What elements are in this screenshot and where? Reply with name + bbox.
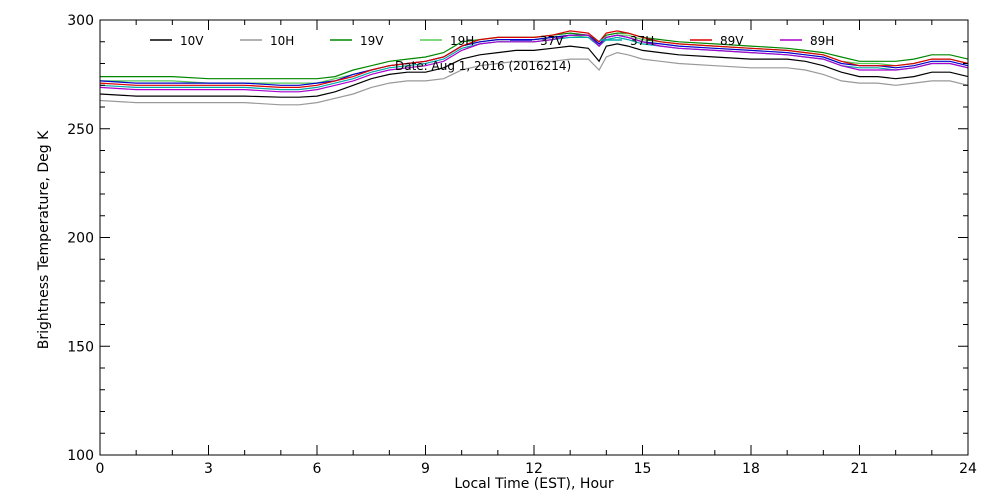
series-line-19v [100,32,969,80]
series-line-89v [99,30,969,89]
legend-label-10v: 10V [180,34,204,48]
legend-label-89h: 89H [810,34,834,48]
y-tick-label: 100 [67,448,94,464]
legend: 10V 10H 19V 19H 37V 37H 89V 89H [150,34,834,48]
tick-labels-layer: 0 3 6 9 12 15 18 21 24 100 150 200 250 300 [67,13,977,477]
y-tick-label: 200 [67,231,94,247]
x-tick-label: 3 [204,461,213,477]
y-tick-label: 150 [67,339,94,355]
x-tick-label: 15 [634,461,652,477]
series-line-89h [99,34,969,93]
y-axis-label: Brightness Temperature, Deg K [36,130,52,349]
legend-label-10h: 10H [270,34,294,48]
legend-label-19v: 19V [360,34,384,48]
legend-label-37v: 37V [540,34,564,48]
y-tick-label: 250 [67,122,94,138]
series-layer [99,30,969,106]
x-tick-label: 0 [96,461,105,477]
series-line-10h [99,51,969,106]
legend-label-37h: 37H [630,34,654,48]
x-tick-label: 18 [742,461,760,477]
x-axis-label: Local Time (EST), Hour [454,476,614,492]
x-tick-label: 12 [525,461,543,477]
ticks-layer [99,19,969,456]
x-tick-label: 9 [421,461,430,477]
x-tick-label: 24 [959,461,977,477]
x-tick-label: 6 [313,461,322,477]
series-line-10v [99,43,969,98]
legend-label-89v: 89V [720,34,744,48]
y-tick-label: 300 [67,13,94,29]
legend-label-19h: 19H [450,34,474,48]
x-tick-label: 21 [851,461,869,477]
date-annotation: Date: Aug 1, 2016 (2016214) [395,59,571,73]
